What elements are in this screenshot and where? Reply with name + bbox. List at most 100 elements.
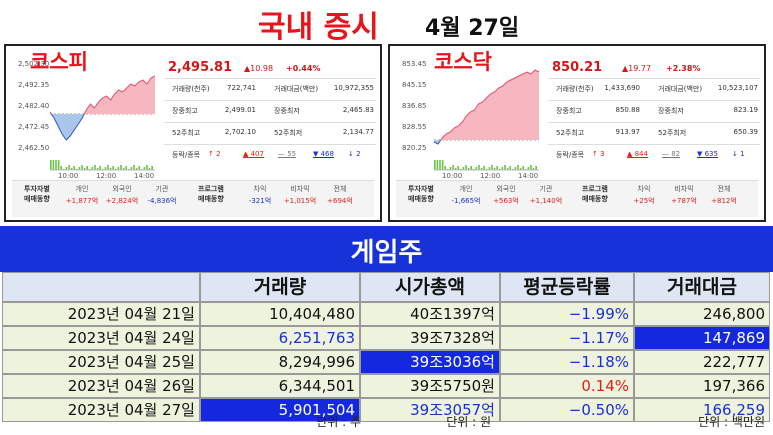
group-label: 매매동향	[24, 195, 50, 203]
y-axis-label: 836.85	[402, 102, 427, 110]
breadth-item: ▲ 844	[627, 150, 648, 158]
table-cell: 222,777	[634, 350, 770, 374]
x-axis-label: 12:00	[480, 172, 501, 180]
investor-name: 전체	[717, 185, 731, 193]
breadth-item: ▲ 407	[243, 150, 264, 158]
change: ▲10.98	[244, 64, 274, 73]
investor-value: -4,836억	[147, 197, 177, 205]
row-date: 2023년 04월 25일	[2, 350, 200, 374]
table-cell: 197,366	[634, 374, 770, 398]
stat-label: 장중최고	[556, 107, 582, 115]
divider	[164, 78, 376, 79]
group-label: 매매동향	[198, 195, 224, 203]
investor-value: +812억	[711, 197, 737, 205]
row-date: 2023년 04월 27일	[2, 398, 200, 422]
breadth-item: ↑ 3	[592, 150, 605, 158]
breadth-item: ▼ 635	[697, 150, 718, 158]
table-cell: 39조3057억	[360, 398, 500, 422]
divider	[164, 122, 376, 123]
investor-value: -321억	[248, 197, 272, 205]
table-header: 평균등락률	[500, 272, 634, 302]
breadth-label: 등락/종목	[556, 151, 585, 159]
divider	[548, 122, 760, 123]
investor-name: 차익	[637, 185, 651, 193]
stat-label: 장중최저	[658, 107, 684, 115]
investor-value: +1,015억	[283, 197, 317, 205]
table-cell: 6,251,763	[200, 326, 360, 350]
rate: +0.44%	[286, 64, 321, 73]
price: 2,495.81	[168, 60, 233, 75]
table-cell: 5,901,504	[200, 398, 360, 422]
investor-name: 외국인	[496, 185, 516, 193]
divider	[164, 100, 376, 101]
stat-value: 722,741	[227, 84, 256, 92]
table-header: 거래량	[200, 272, 360, 302]
investor-value: +694억	[327, 197, 353, 205]
table-cell: 147,869	[634, 326, 770, 350]
stat-label: 거래량(천주)	[172, 85, 210, 93]
stat-value: 650.39	[733, 128, 759, 136]
divider	[164, 144, 376, 145]
stat-label: 52주최저	[274, 129, 303, 137]
stat-value: 2,465.83	[342, 106, 374, 114]
unit-label: 단위 : 주	[316, 415, 361, 429]
y-axis-label: 2,502.30	[18, 60, 50, 68]
investor-box	[12, 180, 374, 217]
stat-label: 거래대금(백만)	[658, 85, 703, 93]
x-axis-label: 10:00	[58, 172, 79, 180]
investor-name: 기관	[155, 185, 169, 193]
breadth-item: ↓ 1	[732, 150, 745, 158]
group-label: 매매동향	[408, 195, 434, 203]
table-cell: 0.14%	[500, 374, 634, 398]
y-axis-label: 2,462.50	[18, 144, 50, 152]
investor-value: +1,877억	[65, 197, 99, 205]
breadth-item: ↑ 2	[208, 150, 221, 158]
divider	[548, 100, 760, 101]
y-axis-label: 845.15	[402, 81, 427, 89]
investor-value: +787억	[671, 197, 697, 205]
stat-label: 거래대금(백만)	[274, 85, 319, 93]
table-cell: 39조5750원	[360, 374, 500, 398]
stat-value: 2,499.01	[224, 106, 256, 114]
stat-value: 2,134.77	[342, 128, 374, 136]
stat-label: 52주최고	[172, 129, 201, 137]
table-header	[2, 272, 200, 302]
stat-value: 1,433,690	[604, 84, 640, 92]
stat-value: 823.19	[733, 106, 759, 114]
row-date: 2023년 04월 26일	[2, 374, 200, 398]
date: 4월 27일	[425, 16, 520, 41]
group-label: 매매동향	[582, 195, 608, 203]
stat-value: 2,702.10	[224, 128, 256, 136]
table-cell: 166,259	[634, 398, 770, 422]
index-panel: 코스닥 853.45 845.15 836.85 828.55 820.25 10:00 1…	[388, 44, 766, 222]
investor-name: 기관	[539, 185, 553, 193]
breadth-item: ↓ 2	[348, 150, 361, 158]
stat-value: 10,972,355	[333, 84, 374, 92]
investor-value: +563억	[493, 197, 519, 205]
y-axis-label: 828.55	[402, 123, 427, 131]
stat-value: 10,523,107	[717, 84, 758, 92]
stat-label: 장중최저	[274, 107, 300, 115]
y-axis-label: 2,472.45	[18, 123, 50, 131]
stat-label: 52주최고	[556, 129, 585, 137]
table-cell: −1.18%	[500, 350, 634, 374]
stat-label: 52주최저	[658, 129, 687, 137]
stat-value: 913.97	[615, 128, 641, 136]
table-cell: 40조1397억	[360, 302, 500, 326]
stat-label: 거래량(천주)	[556, 85, 594, 93]
investor-box	[396, 180, 758, 217]
price: 850.21	[552, 60, 603, 75]
y-axis-label: 2,482.40	[18, 102, 50, 110]
investor-name: 비차익	[290, 185, 310, 193]
table-header: 거래대금	[634, 272, 770, 302]
divider	[548, 78, 760, 79]
group-label: 프로그램	[582, 185, 608, 193]
unit-label: 단위 : 백만원	[698, 415, 765, 429]
stat-value: 850.88	[615, 106, 641, 114]
investor-name: 개인	[459, 185, 473, 193]
investor-name: 전체	[333, 185, 347, 193]
unit-label: 단위 : 원	[446, 415, 491, 429]
investor-value: +25억	[633, 197, 655, 205]
y-axis-label: 853.45	[402, 60, 427, 68]
index-panel: 코스피 2,502.30 2,492.35 2,482.40 2,472.45 2,46…	[4, 44, 382, 222]
